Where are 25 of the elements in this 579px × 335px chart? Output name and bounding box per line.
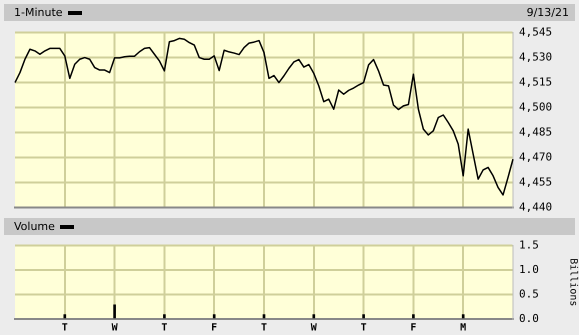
y-tick-label: 4,545 — [519, 25, 552, 38]
x-tick-label: T — [62, 322, 68, 334]
x-tick-label: F — [211, 322, 218, 334]
x-tick-label: T — [360, 322, 367, 334]
y-tick-label: 0.5 — [519, 287, 539, 300]
x-tick-label: M — [460, 322, 466, 334]
y-axis-title: Billions — [567, 258, 578, 306]
x-tick-label: F — [410, 322, 416, 334]
text: 9/13/21 — [526, 5, 569, 21]
y-tick-label: 1.5 — [519, 238, 539, 252]
y-tick-label: 4,500 — [519, 100, 552, 114]
y-tick-label: 4,455 — [519, 175, 552, 188]
x-tick-label: T — [161, 322, 168, 334]
y-tick-label: 4,440 — [519, 200, 552, 214]
x-tick-label: W — [310, 322, 318, 334]
x-tick-label: T — [260, 322, 268, 334]
y-tick-label: 0.0 — [519, 312, 539, 325]
y-tick-label: 4,515 — [519, 75, 552, 88]
y-tick-label: 4,485 — [519, 125, 552, 138]
x-tick-label: W — [112, 322, 119, 334]
y-tick-label: 4,530 — [519, 50, 552, 64]
legend-label: 1-Minute — [14, 6, 63, 19]
y-tick-label: 1.0 — [519, 262, 539, 276]
legend-label: Volume — [14, 220, 55, 233]
y-tick-label: 4,470 — [519, 150, 552, 164]
